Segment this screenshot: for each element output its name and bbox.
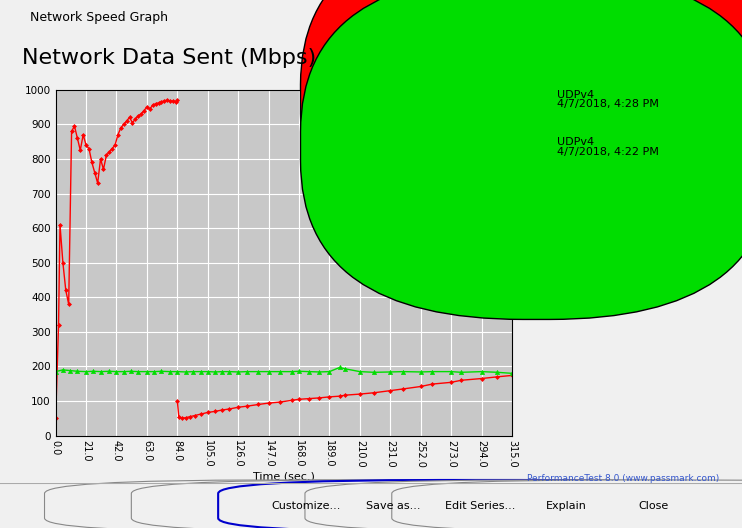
FancyBboxPatch shape [305, 480, 742, 528]
Text: 4/7/2018, 4:28 PM: 4/7/2018, 4:28 PM [557, 99, 659, 109]
Text: UDPv4: UDPv4 [557, 137, 594, 147]
Text: Close: Close [638, 501, 669, 511]
Text: —: — [669, 11, 681, 24]
FancyBboxPatch shape [45, 480, 568, 528]
Text: Edit Series...: Edit Series... [444, 501, 515, 511]
Text: UDPv4: UDPv4 [557, 90, 594, 100]
Text: 4/7/2018, 4:22 PM: 4/7/2018, 4:22 PM [557, 147, 659, 157]
Text: Explain: Explain [546, 501, 587, 511]
Text: PerformanceTest 8.0 (www.passmark.com): PerformanceTest 8.0 (www.passmark.com) [528, 474, 720, 483]
FancyBboxPatch shape [218, 480, 741, 528]
FancyBboxPatch shape [392, 480, 742, 528]
FancyBboxPatch shape [131, 480, 654, 528]
Text: ×: × [729, 11, 740, 24]
Text: Customize...: Customize... [272, 501, 341, 511]
X-axis label: Time (sec.): Time (sec.) [253, 471, 315, 481]
Text: Network Speed Graph: Network Speed Graph [30, 11, 168, 24]
Text: Save as...: Save as... [366, 501, 420, 511]
Text: □: □ [699, 11, 711, 24]
Text: Network Data Sent (Mbps): Network Data Sent (Mbps) [22, 48, 317, 68]
